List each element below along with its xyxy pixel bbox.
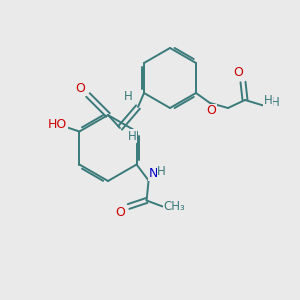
- Text: O: O: [116, 206, 125, 219]
- Text: H: H: [264, 94, 272, 106]
- Text: O: O: [206, 104, 216, 118]
- Text: N: N: [149, 167, 158, 180]
- Text: CH₃: CH₃: [164, 200, 185, 213]
- Text: H: H: [128, 130, 136, 142]
- Text: O: O: [75, 82, 85, 94]
- Text: HO: HO: [48, 118, 67, 131]
- Text: O: O: [233, 67, 243, 80]
- Text: H: H: [271, 95, 279, 109]
- Text: H: H: [157, 165, 166, 178]
- Text: H: H: [124, 91, 132, 103]
